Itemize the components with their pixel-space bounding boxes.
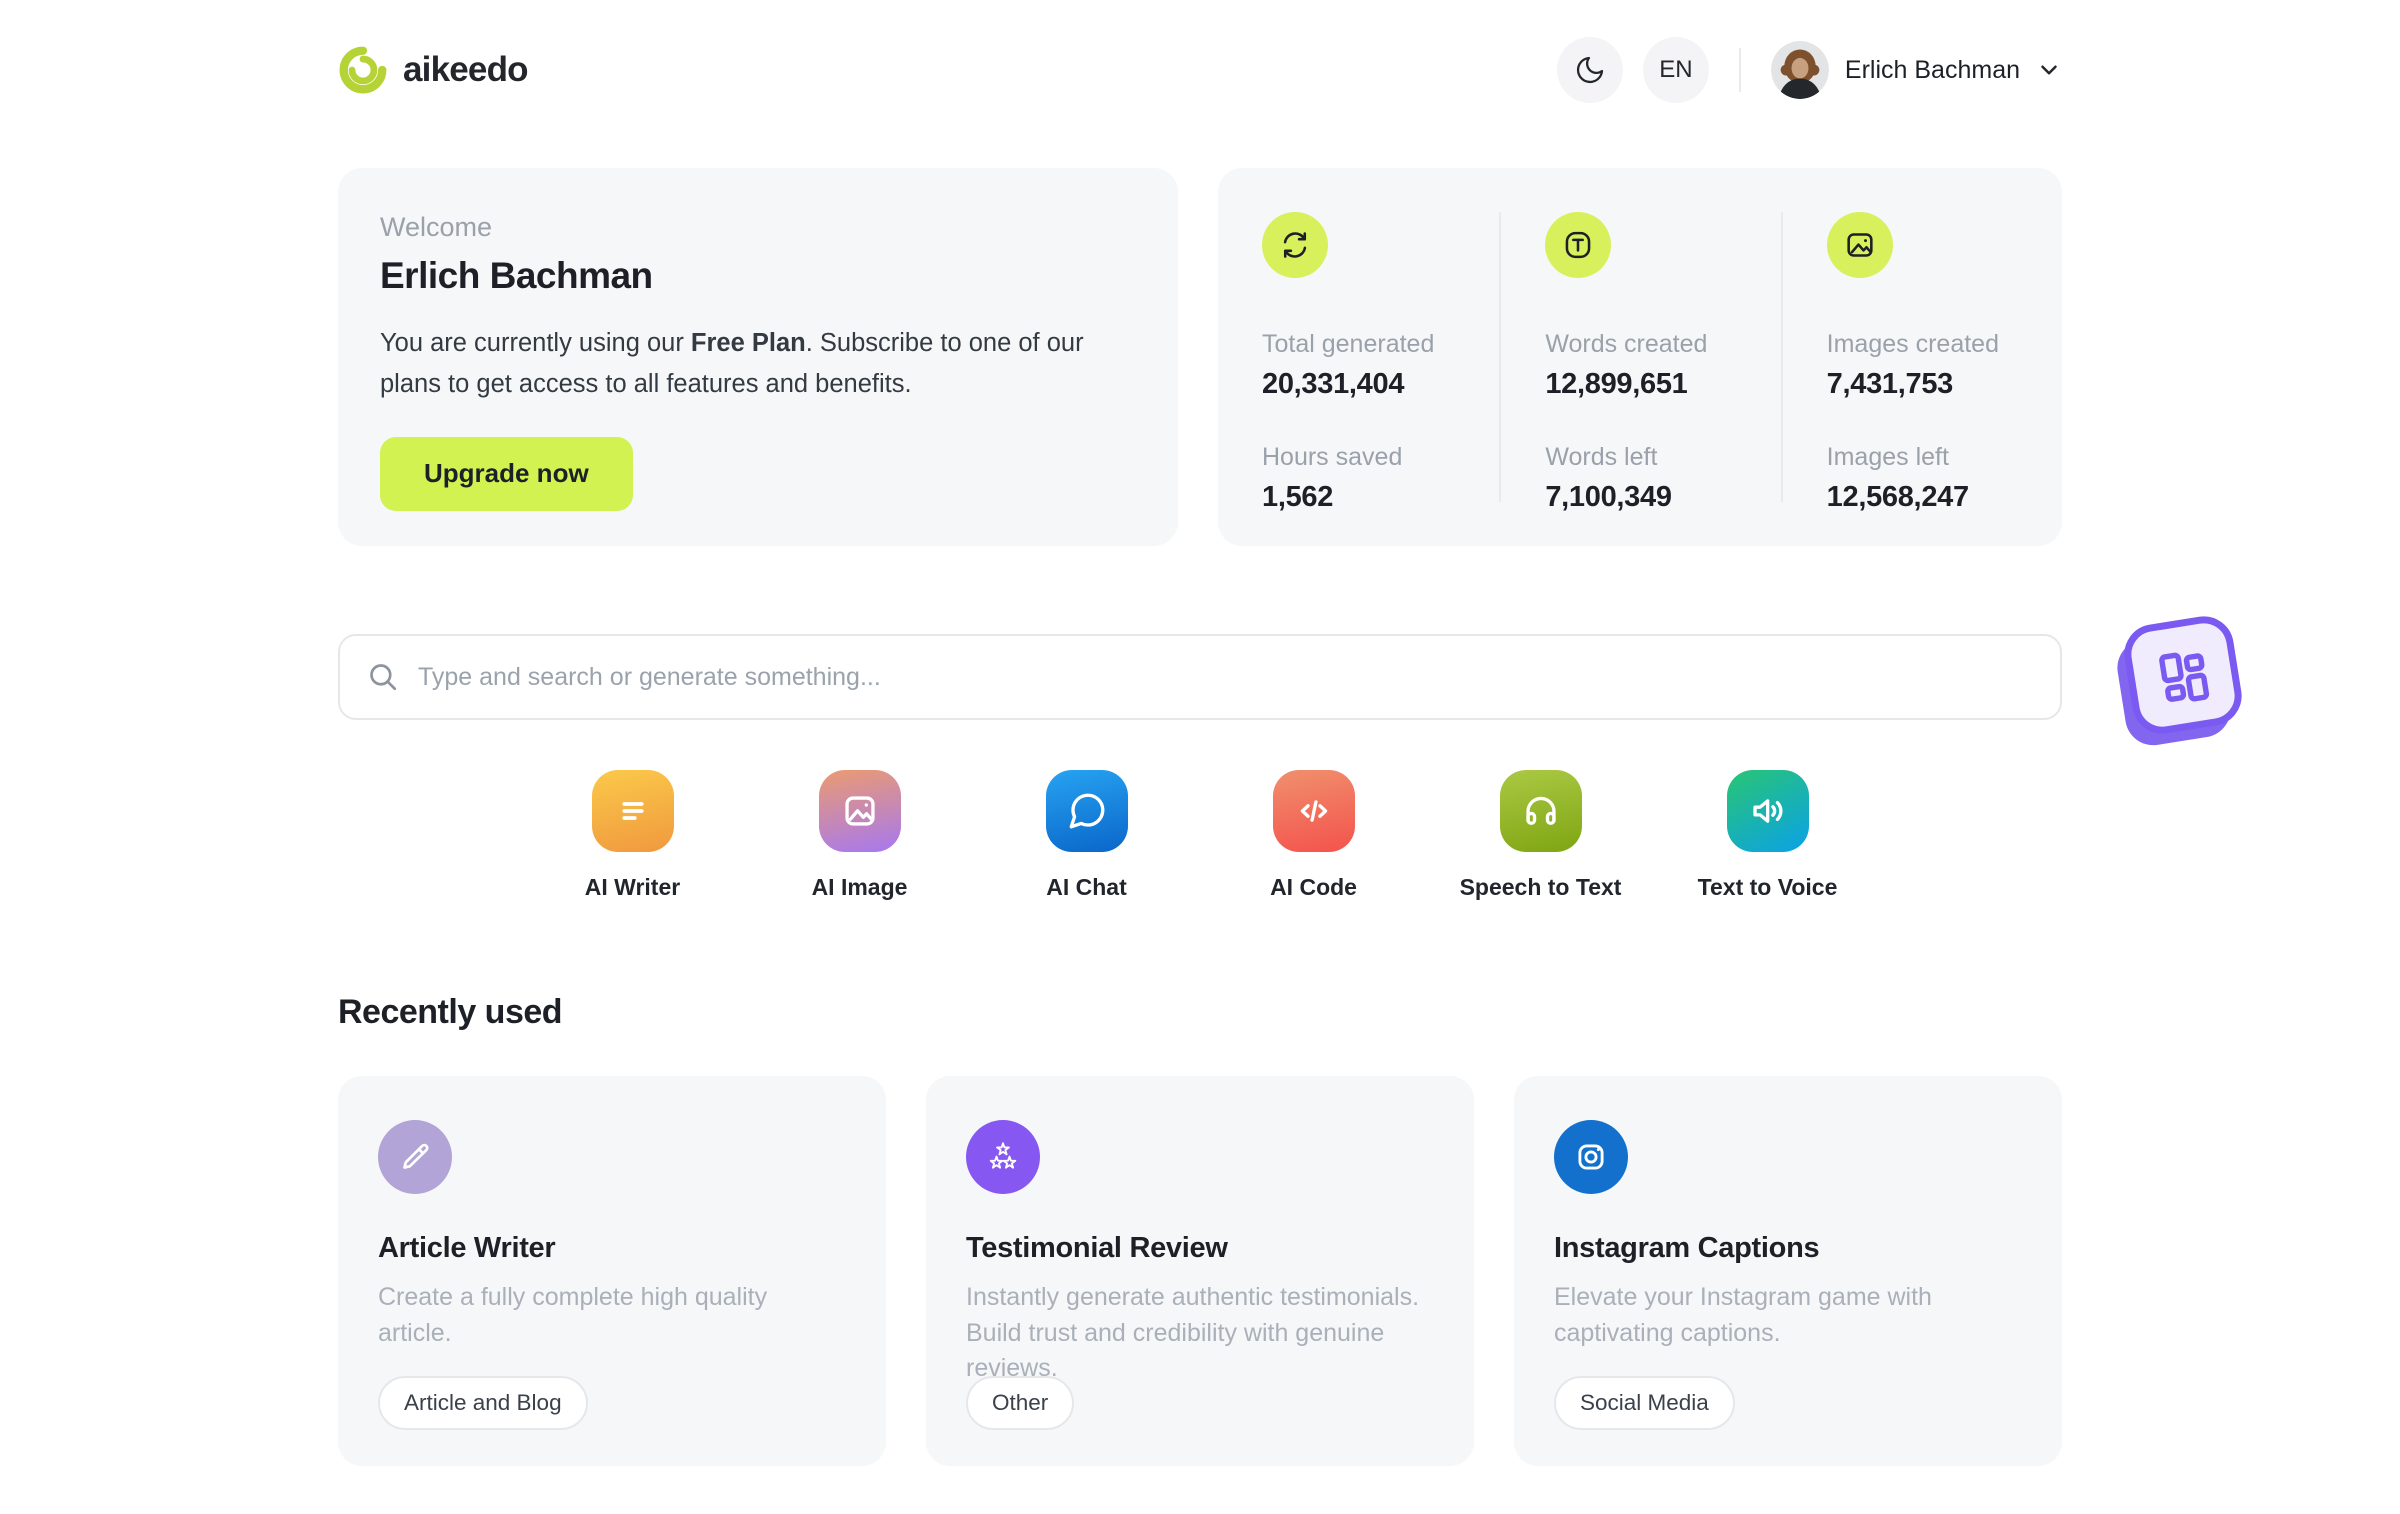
brand-logo-icon (339, 46, 387, 94)
tool-label: Text to Voice (1697, 874, 1838, 900)
tool-label: Speech to Text (1459, 874, 1622, 900)
search-icon (370, 664, 397, 691)
user-name: Erlich Bachman (1844, 55, 2020, 84)
headphones-icon (1525, 796, 1556, 825)
instagram-icon-circle (1554, 1120, 1628, 1194)
brand[interactable]: aikeedo (338, 45, 529, 95)
language-button[interactable]: EN (1642, 37, 1709, 103)
plan-description: You are currently using our Free Plan. S… (380, 323, 1136, 405)
card-instagram-captions[interactable]: Instagram Captions Elevate your Instagra… (1514, 1076, 2062, 1466)
card-tag: Article and Blog (378, 1376, 588, 1430)
card-description: Create a fully complete high quality art… (378, 1283, 768, 1347)
header-divider (1738, 48, 1741, 92)
tool-label: AI Code (1270, 874, 1357, 900)
stat-col-images: Images created 7,431,753 Images left 12,… (1780, 212, 2062, 513)
ai-code-tile (1272, 770, 1355, 852)
chat-bubble-icon (1069, 793, 1104, 829)
tool-label: AI Image (811, 874, 908, 900)
card-description: Elevate your Instagram game with captiva… (1554, 1283, 1932, 1347)
card-testimonial-review[interactable]: Testimonial Review Instantly generate au… (926, 1076, 1474, 1466)
search-bar (338, 634, 2062, 720)
stat-value: 7,100,349 (1545, 481, 1672, 513)
card-title: Article Writer (378, 1232, 556, 1264)
speech-to-text-tile (1499, 770, 1582, 852)
user-menu[interactable]: Erlich Bachman (1770, 41, 2062, 99)
stat-value: 20,331,404 (1262, 368, 1405, 400)
card-tag: Other (966, 1376, 1075, 1430)
pencil-icon-circle (378, 1120, 452, 1194)
card-title: Testimonial Review (966, 1232, 1228, 1264)
search-input[interactable] (416, 661, 2034, 693)
writer-lines-icon (621, 802, 644, 820)
tool-ai-image[interactable]: AI Image (812, 770, 907, 901)
image-icon-bubble (1826, 212, 1893, 278)
usage-stats-card: Total generated 20,331,404 Hours saved 1… (1218, 168, 2062, 546)
plan-name: Free Plan (690, 329, 806, 357)
chevron-down-icon (2041, 65, 2057, 75)
stars-icon-circle (966, 1120, 1040, 1194)
top-cards: Welcome Erlich Bachman You are currently… (338, 168, 2062, 546)
grid-icon (2159, 652, 2210, 702)
text-to-voice-tile (1726, 770, 1809, 852)
ai-chat-tile (1045, 770, 1128, 852)
welcome-eyebrow: Welcome (380, 212, 493, 242)
stat-label: Words left (1545, 443, 1658, 471)
tool-ai-code[interactable]: AI Code (1270, 770, 1357, 901)
stat-value: 1,562 (1262, 481, 1334, 513)
plan-text-prefix: You are currently using our (380, 329, 691, 357)
image-icon (1847, 233, 1873, 257)
welcome-user-name: Erlich Bachman (380, 255, 653, 296)
text-icon-bubble (1545, 212, 1612, 278)
plan-text-suffix: . Subscribe to one of our plans to get a… (380, 329, 1084, 398)
tool-ai-writer[interactable]: AI Writer (585, 770, 680, 901)
tools-row: AI Writer AI Image AI Chat (338, 770, 2062, 901)
tool-ai-chat[interactable]: AI Chat (1045, 770, 1128, 901)
card-description: Instantly generate authentic testimonial… (966, 1283, 1420, 1382)
stat-col-generated: Total generated 20,331,404 Hours saved 1… (1218, 212, 1499, 513)
card-article-writer[interactable]: Article Writer Create a fully complete h… (338, 1076, 886, 1466)
welcome-card: Welcome Erlich Bachman You are currently… (338, 168, 1178, 546)
instagram-icon (1578, 1144, 1604, 1170)
language-label: EN (1659, 56, 1693, 83)
ai-image-tile (818, 770, 901, 852)
stat-value: 7,431,753 (1826, 368, 1954, 400)
card-title: Instagram Captions (1554, 1232, 1820, 1264)
recently-used-cards: Article Writer Create a fully complete h… (338, 1076, 2062, 1466)
dark-mode-toggle[interactable] (1556, 37, 1623, 103)
stat-col-words: Words created 12,899,651 Words left 7,10… (1499, 212, 1780, 513)
moon-icon (1576, 56, 1604, 84)
tool-text-to-voice[interactable]: Text to Voice (1698, 770, 1837, 901)
upgrade-button[interactable]: Upgrade now (380, 436, 633, 511)
stat-label: Images created (1826, 330, 1999, 358)
avatar (1770, 41, 1829, 99)
tool-label: AI Writer (584, 874, 681, 900)
tool-label: AI Chat (1046, 874, 1127, 900)
ai-writer-tile (591, 770, 674, 852)
stat-label: Hours saved (1262, 443, 1403, 471)
speaker-icon (1752, 799, 1782, 823)
sync-icon-bubble (1262, 212, 1328, 278)
stat-label: Total generated (1262, 330, 1435, 358)
pencil-icon (403, 1143, 429, 1169)
stars-icon (989, 1142, 1017, 1169)
brand-name: aikeedo (403, 50, 529, 89)
stat-label: Words created (1545, 330, 1708, 358)
stat-value: 12,568,247 (1826, 481, 1969, 513)
header-actions: EN (1556, 37, 2062, 103)
stat-value: 12,899,651 (1545, 368, 1688, 400)
apps-grid-widget[interactable] (2120, 612, 2246, 738)
recently-used-heading: Recently used (338, 993, 563, 1031)
dashboard-page: aikeedo EN (338, 34, 2062, 1466)
sync-icon (1283, 232, 1307, 258)
tool-speech-to-text[interactable]: Speech to Text (1460, 770, 1621, 901)
card-tag: Social Media (1554, 1376, 1735, 1430)
text-icon (1566, 231, 1591, 259)
stat-label: Images left (1826, 443, 1949, 471)
image-icon (844, 796, 875, 826)
code-icon (1300, 800, 1327, 822)
avatar-image (1770, 41, 1829, 99)
header: aikeedo EN (338, 34, 2062, 106)
